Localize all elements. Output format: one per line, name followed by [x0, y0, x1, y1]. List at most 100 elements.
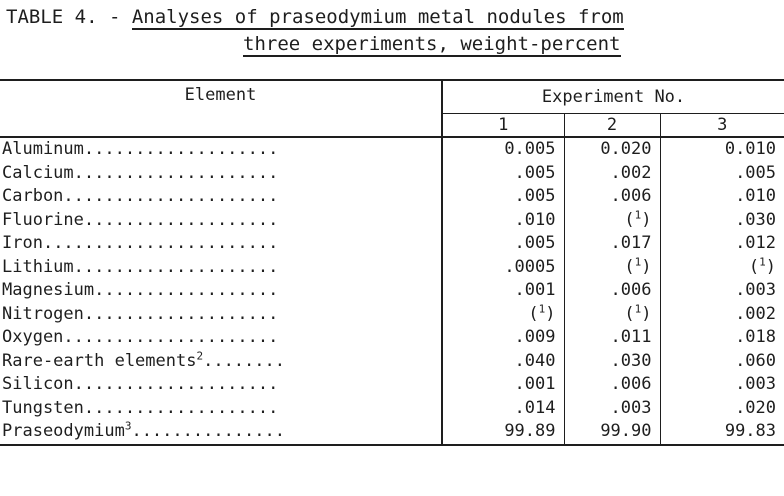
table-body: Aluminum................... 0.005 0.020 0.0…: [0, 137, 784, 446]
element-name: Carbon: [2, 186, 64, 207]
experiment-3-value: .020: [659, 396, 784, 420]
leader-dots: ...................: [83, 303, 279, 324]
element-name: Calcium: [2, 162, 74, 183]
experiment-1-value: .010: [441, 208, 564, 232]
leader-dots: ....................: [73, 256, 279, 277]
leader-dots: ..................: [94, 280, 279, 301]
experiment-1-value: .005: [441, 161, 564, 185]
experiment-2-value: 99.90: [563, 420, 660, 446]
caption-title-line-2: three experiments, weight-percent: [243, 33, 621, 57]
experiment-2-value: (1): [563, 302, 660, 326]
leader-dots: ....................: [73, 162, 279, 183]
element-name: Tungsten: [2, 397, 84, 418]
table-row: Rare-earth elements2........ .040.030.060: [0, 349, 784, 374]
experiment-2-value: (1): [563, 208, 660, 232]
experiment-1-value: .009: [441, 326, 564, 350]
element-cell: Nitrogen...................: [0, 303, 442, 327]
table-row: Lithium.................... .0005 (1) (1): [0, 255, 784, 280]
experiment-2-value: .003: [563, 396, 660, 420]
element-name: Nitrogen: [2, 303, 84, 324]
footnote-marker: 3: [124, 420, 132, 433]
experiment-1-value: 0.005: [441, 137, 564, 162]
table-row: Calcium.................... .005.002.005: [0, 161, 784, 185]
table-row: Nitrogen................... (1) (1) .002: [0, 302, 784, 327]
element-cell: Praseodymium3...............: [0, 420, 442, 446]
footnote-marker: 2: [196, 349, 204, 363]
experiment-3-value: .060: [659, 349, 784, 373]
table-row: Tungsten................... .014.003.020: [0, 396, 784, 421]
experiment-2-value: .006: [563, 279, 660, 303]
footnote-marker: 1: [634, 302, 642, 316]
leader-dots: .....................: [63, 327, 279, 348]
element-name: Iron: [2, 233, 43, 254]
leader-dots: ........: [203, 350, 285, 371]
footnote-marker: 1: [759, 255, 766, 269]
element-cell: Magnesium..................: [0, 279, 442, 303]
experiment-2-value: (1): [563, 255, 660, 279]
element-cell: Oxygen.....................: [0, 326, 442, 350]
element-name: Magnesium: [2, 280, 95, 301]
experiment-3-value: (1): [659, 255, 784, 279]
element-name: Rare-earth elements: [2, 350, 197, 371]
table-row: Silicon.................... .001.006.003: [0, 373, 784, 397]
footnote-marker: 1: [538, 302, 546, 316]
leader-dots: .......................: [42, 233, 279, 254]
analysis-table: Element Experiment No. 1 2 3 Aluminum...…: [0, 79, 784, 446]
caption-line-2: three experiments, weight-percent: [243, 31, 621, 57]
experiment-1-value: 99.89: [441, 420, 564, 446]
leader-dots: .....................: [63, 186, 279, 207]
element-cell: Rare-earth elements2........: [0, 350, 442, 374]
element-name: Praseodymium: [2, 421, 125, 442]
experiment-3-value: 0.010: [659, 137, 784, 162]
experiment-1-value: .0005: [441, 255, 564, 279]
element-cell: Carbon.....................: [0, 185, 442, 209]
experiment-2-header: 2: [563, 113, 660, 138]
experiment-1-value: .040: [441, 349, 564, 373]
experiment-3-value: .003: [659, 373, 784, 397]
leader-dots: ...................: [83, 397, 279, 418]
element-cell: Iron.......................: [0, 232, 442, 256]
element-cell: Fluorine...................: [0, 209, 442, 233]
element-cell: Aluminum...................: [0, 137, 442, 162]
element-name: Oxygen: [2, 327, 64, 348]
element-cell: Lithium....................: [0, 256, 442, 280]
experiment-3-header: 3: [659, 113, 784, 138]
experiment-2-value: .002: [563, 161, 660, 185]
table-row: Iron....................... .005.017.012: [0, 232, 784, 256]
experiment-2-value: .006: [563, 185, 660, 209]
experiment-3-value: .012: [659, 232, 784, 256]
experiment-1-value: .014: [441, 396, 564, 420]
caption-title-line-1: Analyses of praseodymium metal nodules f…: [131, 6, 624, 30]
table-row: Aluminum................... 0.005 0.020 0.0…: [0, 137, 784, 162]
experiment-1-value: .001: [441, 279, 564, 303]
leader-dots: ....................: [73, 374, 279, 395]
table-row: Carbon..................... .005.006.010: [0, 185, 784, 209]
table-row: Fluorine................... .010 (1) .030: [0, 208, 784, 233]
table-row: Magnesium.................. .001.006.003: [0, 279, 784, 303]
experiment-3-value: .002: [659, 302, 784, 326]
caption-prefix: TABLE 4. -: [6, 6, 132, 28]
experiment-3-value: .018: [659, 326, 784, 350]
leader-dots: ...............: [131, 421, 285, 442]
experiment-3-value: .030: [659, 208, 784, 232]
experiment-3-value: .003: [659, 279, 784, 303]
element-cell: Tungsten...................: [0, 397, 442, 421]
experiment-2-value: 0.020: [563, 137, 660, 162]
element-column-header: Element: [0, 79, 442, 138]
table-row: Praseodymium3............... 99.89 99.90 99…: [0, 420, 784, 446]
experiment-group-header: Experiment No.: [440, 79, 784, 114]
experiment-3-value: .005: [659, 161, 784, 185]
experiment-1-value: .001: [441, 373, 564, 397]
footnote-marker: 1: [634, 208, 642, 222]
element-name: Aluminum: [2, 139, 84, 160]
experiment-3-value: .010: [659, 185, 784, 209]
experiment-1-value: (1): [441, 302, 564, 326]
caption-line-1: TABLE 4. - Analyses of praseodymium meta…: [6, 4, 624, 30]
footnote-marker: 1: [634, 255, 642, 269]
experiment-1-value: .005: [441, 185, 564, 209]
experiment-2-value: .030: [563, 349, 660, 373]
element-name: Silicon: [2, 374, 74, 395]
leader-dots: ...................: [83, 209, 279, 230]
element-name: Lithium: [2, 256, 74, 277]
table-row: Oxygen..................... .009.011.018: [0, 326, 784, 350]
